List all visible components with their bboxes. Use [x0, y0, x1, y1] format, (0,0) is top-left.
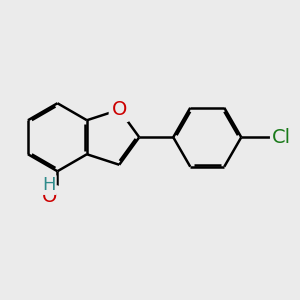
Text: H: H — [42, 176, 56, 194]
Text: O: O — [42, 187, 57, 206]
Text: Cl: Cl — [272, 128, 291, 147]
Text: O: O — [112, 100, 127, 119]
